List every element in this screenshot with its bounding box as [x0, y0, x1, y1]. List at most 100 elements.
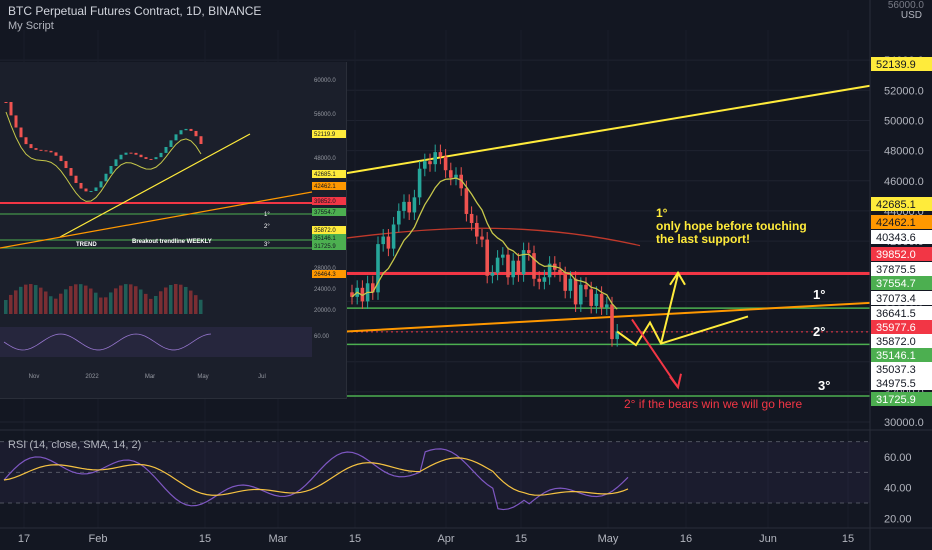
inset-label-bg	[312, 242, 346, 250]
price-label-bg	[871, 230, 932, 244]
price-label-bg	[871, 57, 932, 71]
inset-label-bg	[312, 197, 346, 205]
inset-ma	[5, 111, 202, 202]
candle-body	[495, 257, 500, 273]
inset-label: 26464.3	[314, 272, 336, 278]
candle-body	[485, 239, 489, 276]
inset-volume	[154, 296, 158, 314]
inset-candle	[144, 157, 148, 159]
inset-candle	[49, 150, 53, 153]
price-label: 34975.5	[876, 378, 916, 390]
price-tick: 50000.0	[884, 115, 924, 127]
candle-body	[563, 274, 567, 291]
candle-body	[532, 253, 536, 279]
inset-candle	[54, 152, 58, 156]
price-label-bg	[871, 334, 932, 348]
inset-candle	[79, 182, 83, 189]
inset-candle	[64, 161, 68, 169]
inset-candle	[169, 140, 173, 147]
inset-candle	[24, 137, 28, 145]
price-label: 40343.6	[876, 232, 916, 244]
inset-time-tick: Jul	[258, 374, 266, 380]
inset-rsi-band	[0, 327, 312, 357]
inset-volume	[9, 294, 13, 314]
upper-trendline	[345, 84, 871, 175]
inset-volume	[174, 284, 178, 314]
inset-volume	[79, 284, 83, 314]
candle-body	[475, 222, 479, 237]
scenario-1-arrow	[660, 274, 679, 344]
inset-volume	[4, 300, 8, 314]
scenario-2-label: 2° if the bears win we will go here	[624, 397, 803, 411]
inset-volume	[194, 295, 198, 314]
inset-candle	[44, 150, 48, 152]
script-name[interactable]: My Script	[8, 20, 54, 32]
inset-time-tick: Nov	[29, 374, 40, 380]
inset-candle	[109, 165, 113, 174]
scenario-1-label: the last support!	[656, 232, 750, 246]
inset-candle	[29, 144, 33, 149]
candle-body	[542, 277, 547, 282]
inset-level: 2°	[264, 224, 270, 230]
inset-candle	[89, 191, 93, 193]
time-tick: Jun	[759, 533, 777, 545]
inset-volume	[34, 285, 38, 314]
candle-body	[501, 254, 505, 258]
candle-body	[506, 254, 510, 278]
inset-label-bg	[312, 208, 346, 216]
inset-label: 39852.0	[314, 199, 336, 205]
time-tick: 15	[515, 533, 527, 545]
inset-breakout-label: Breakout trendline WEEKLY	[132, 239, 212, 245]
time-tick: 15	[349, 533, 361, 545]
inset-volume	[99, 297, 103, 314]
price-label-bg	[871, 262, 932, 276]
currency-label: USD	[900, 10, 922, 21]
candle-body	[449, 170, 453, 178]
inset-candle	[149, 158, 153, 160]
price-label-bg	[871, 320, 932, 334]
inset-label: 35872.0	[314, 228, 336, 234]
inset-candle	[179, 130, 183, 135]
price-label: 35977.6	[876, 322, 916, 334]
inset-volume	[189, 290, 193, 314]
inset-candle	[134, 152, 138, 155]
candle-body	[386, 236, 391, 249]
inset-candle	[94, 187, 98, 192]
inset-label-bg	[312, 226, 346, 234]
price-label: 31725.9	[876, 394, 916, 406]
inset-time-tick: May	[197, 374, 208, 380]
chart-title[interactable]: BTC Perpetual Futures Contract, 1D, BINA…	[8, 4, 262, 18]
candle-body	[610, 304, 614, 340]
inset-volume	[144, 293, 148, 314]
inset-label-bg	[312, 130, 346, 138]
inset-volume	[64, 289, 68, 314]
price-label: 52139.9	[876, 59, 916, 71]
inset-label-bg	[312, 182, 346, 190]
time-tick: Feb	[89, 533, 108, 545]
inset-tick: 20000.0	[314, 308, 336, 314]
inset-volume	[159, 291, 163, 314]
candle-body	[407, 201, 411, 213]
inset-volume	[164, 287, 168, 314]
price-label: 35146.1	[876, 350, 916, 362]
candle-body	[469, 213, 474, 223]
candle-body	[527, 250, 531, 254]
inset-volume	[89, 288, 93, 314]
candle-body	[412, 197, 417, 213]
inset-candle	[4, 102, 8, 103]
inset-candle	[34, 148, 38, 150]
candle-body	[433, 152, 437, 165]
candle-body	[480, 236, 484, 240]
candle-body	[454, 174, 458, 178]
inset-candle	[139, 154, 143, 158]
price-label: 42685.1	[876, 199, 916, 211]
inset-candle	[159, 152, 163, 158]
inset-volume	[114, 288, 118, 314]
price-label-bg	[871, 197, 932, 211]
weekly-inset-chart: 60000.056000.048000.040000.032000.028000…	[0, 62, 347, 399]
candle-body	[521, 250, 526, 275]
inset-candle	[124, 152, 128, 155]
inset-volume	[74, 284, 78, 314]
rsi-line	[3, 448, 629, 511]
